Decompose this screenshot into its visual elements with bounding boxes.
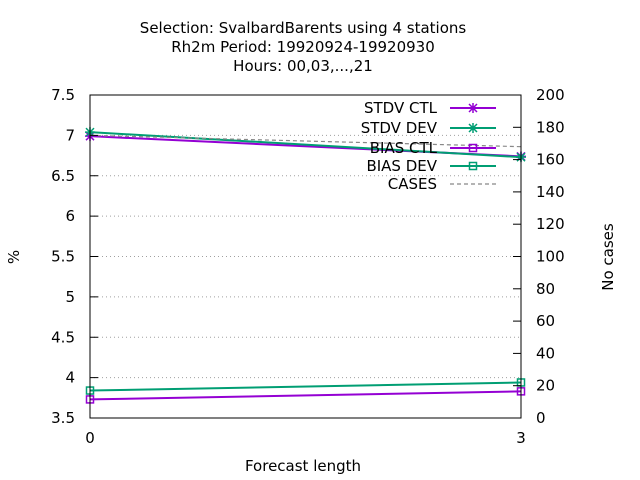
chart-title-line-1: Selection: SvalbardBarents using 4 stati… — [140, 19, 467, 37]
legend-label: STDV CTL — [364, 99, 438, 117]
legend-label: BIAS CTL — [370, 139, 438, 157]
series-point-marker — [468, 143, 478, 153]
series-line-2 — [89, 390, 522, 401]
legend-label: CASES — [388, 175, 437, 193]
y-tick-label: 7.5 — [51, 86, 75, 104]
legend-label: BIAS DEV — [366, 157, 437, 175]
y-tick-label: 7 — [65, 126, 75, 144]
y2-tick-label: 140 — [536, 183, 565, 201]
y-tick-label: 3.5 — [51, 409, 75, 427]
y2-tick-label: 20 — [536, 377, 555, 395]
series-line-3 — [89, 381, 522, 392]
series-line-4 — [89, 134, 522, 148]
y2-tick-label: 40 — [536, 344, 555, 362]
x-axis-label: Forecast length — [245, 457, 361, 475]
y-tick-label: 6 — [65, 207, 75, 225]
y-tick-label: 6.5 — [51, 167, 75, 185]
y2-axis-label: No cases — [599, 223, 617, 291]
y-tick-label: 5 — [65, 288, 75, 306]
y2-tick-label: 0 — [536, 409, 546, 427]
chart-title-line-3: Hours: 00,03,...,21 — [233, 57, 373, 75]
series-point-marker — [468, 103, 478, 113]
y2-tick-label: 100 — [536, 248, 565, 266]
y-tick-label: 4 — [65, 369, 75, 387]
y2-tick-label: 160 — [536, 151, 565, 169]
series-point-marker — [468, 161, 478, 171]
legend-label: STDV DEV — [361, 119, 438, 137]
y2-tick-label: 200 — [536, 86, 565, 104]
y-tick-label: 4.5 — [51, 328, 75, 346]
x-tick-label: 0 — [85, 429, 95, 447]
chart-title-line-2: Rh2m Period: 19920924-19920930 — [171, 38, 435, 56]
y2-tick-label: 80 — [536, 280, 555, 298]
x-tick-label: 3 — [516, 429, 526, 447]
y2-tick-label: 60 — [536, 312, 555, 330]
y-axis-label: % — [5, 250, 23, 264]
y2-tick-label: 120 — [536, 215, 565, 233]
series-line-1 — [89, 131, 522, 159]
series-point-marker — [468, 123, 478, 133]
y-tick-label: 5.5 — [51, 248, 75, 266]
y2-tick-label: 180 — [536, 118, 565, 136]
